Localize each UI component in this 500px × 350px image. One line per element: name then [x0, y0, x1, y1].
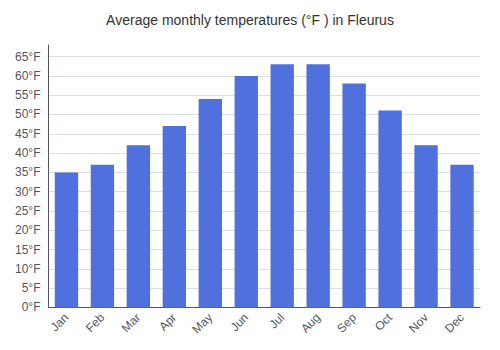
svg-text:25°F: 25°F	[15, 204, 40, 218]
svg-text:0°F: 0°F	[22, 300, 41, 314]
svg-text:Feb: Feb	[83, 310, 108, 335]
svg-text:30°F: 30°F	[15, 185, 40, 199]
svg-text:45°F: 45°F	[15, 127, 40, 141]
svg-text:Dec: Dec	[442, 311, 467, 336]
svg-text:55°F: 55°F	[15, 88, 40, 102]
svg-text:Average monthly temperatures (: Average monthly temperatures (°F ) in Fl…	[106, 12, 394, 28]
svg-text:40°F: 40°F	[15, 146, 40, 160]
svg-text:Sep: Sep	[334, 310, 359, 335]
svg-text:Jun: Jun	[228, 311, 252, 335]
svg-text:5°F: 5°F	[22, 281, 41, 295]
svg-text:15°F: 15°F	[15, 243, 40, 257]
svg-text:60°F: 60°F	[15, 69, 40, 83]
svg-text:Mar: Mar	[119, 311, 144, 335]
svg-text:65°F: 65°F	[15, 50, 40, 64]
svg-text:Apr: Apr	[156, 311, 179, 334]
svg-text:50°F: 50°F	[15, 107, 40, 121]
svg-text:20°F: 20°F	[15, 223, 40, 237]
svg-text:Oct: Oct	[372, 310, 396, 334]
svg-text:Aug: Aug	[298, 311, 323, 336]
svg-text:35°F: 35°F	[15, 165, 40, 179]
svg-text:May: May	[189, 311, 215, 337]
svg-text:Nov: Nov	[406, 311, 431, 336]
svg-text:Jan: Jan	[48, 311, 72, 335]
svg-text:Jul: Jul	[266, 311, 287, 332]
svg-text:10°F: 10°F	[15, 262, 40, 276]
